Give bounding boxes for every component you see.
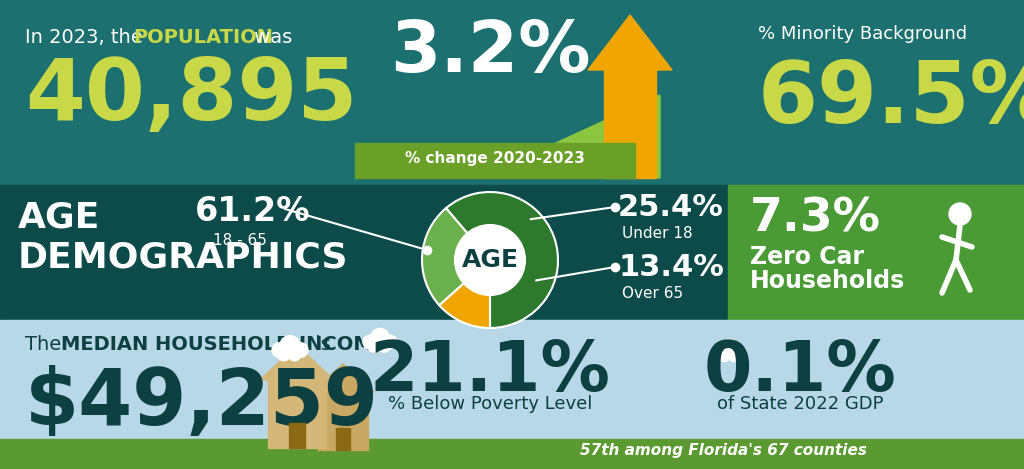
- Circle shape: [383, 335, 397, 349]
- Circle shape: [714, 346, 727, 358]
- Circle shape: [949, 203, 971, 225]
- Circle shape: [733, 346, 746, 358]
- Text: % Minority Background: % Minority Background: [758, 25, 967, 43]
- Polygon shape: [260, 345, 334, 380]
- Bar: [0, 185, 728, 325]
- Circle shape: [294, 343, 308, 357]
- Circle shape: [728, 350, 739, 362]
- Polygon shape: [588, 15, 672, 70]
- Text: AGE: AGE: [18, 200, 100, 234]
- Text: Over 65: Over 65: [622, 286, 683, 301]
- Text: % change 2020-2023: % change 2020-2023: [406, 151, 585, 166]
- Circle shape: [378, 340, 390, 352]
- Text: POPULATION: POPULATION: [133, 28, 273, 47]
- Circle shape: [362, 335, 377, 349]
- Text: 61.2%: 61.2%: [195, 195, 310, 228]
- Text: was: was: [248, 28, 292, 47]
- Text: Households: Households: [750, 269, 905, 293]
- Text: 25.4%: 25.4%: [618, 193, 724, 222]
- Bar: [0, 320, 1024, 469]
- Bar: [0, 439, 1024, 469]
- Text: is: is: [309, 335, 331, 354]
- Text: 13.4%: 13.4%: [618, 253, 724, 282]
- Text: MEDIAN HOUSEHOLD INCOME: MEDIAN HOUSEHOLD INCOME: [61, 335, 386, 354]
- Circle shape: [721, 339, 738, 357]
- Text: Under 18: Under 18: [622, 226, 692, 241]
- Circle shape: [371, 328, 389, 347]
- Text: The: The: [25, 335, 68, 354]
- Wedge shape: [422, 208, 490, 305]
- Bar: [268, 380, 326, 448]
- Circle shape: [278, 348, 290, 361]
- Wedge shape: [446, 192, 558, 328]
- Bar: [728, 185, 1024, 325]
- Bar: [604, 55, 656, 178]
- Text: DEMOGRAPHICS: DEMOGRAPHICS: [18, 240, 348, 274]
- Bar: [318, 392, 368, 450]
- Wedge shape: [439, 260, 490, 328]
- Circle shape: [368, 340, 380, 352]
- Circle shape: [272, 343, 287, 357]
- Text: Zero Car: Zero Car: [750, 245, 864, 269]
- Text: of State 2022 GDP: of State 2022 GDP: [717, 395, 884, 413]
- Text: 18 - 65: 18 - 65: [213, 233, 267, 248]
- Text: AGE: AGE: [462, 248, 518, 272]
- Text: 69.5%: 69.5%: [758, 58, 1024, 141]
- Text: 7.3%: 7.3%: [750, 197, 881, 242]
- Text: 40,895: 40,895: [25, 55, 357, 138]
- Text: 57th among Florida's 67 counties: 57th among Florida's 67 counties: [580, 444, 867, 459]
- Text: In 2023, the: In 2023, the: [25, 28, 150, 47]
- Text: $49,259: $49,259: [25, 365, 379, 441]
- Bar: [289, 423, 305, 448]
- Circle shape: [288, 348, 301, 361]
- Polygon shape: [360, 95, 660, 178]
- Polygon shape: [312, 364, 374, 392]
- Text: % Below Poverty Level: % Below Poverty Level: [388, 395, 592, 413]
- Circle shape: [455, 225, 525, 295]
- Text: 21.1%: 21.1%: [370, 338, 610, 405]
- Circle shape: [281, 336, 300, 356]
- Bar: [336, 428, 350, 450]
- Bar: [355, 143, 635, 178]
- Circle shape: [719, 350, 730, 362]
- Text: 3.2%: 3.2%: [390, 18, 591, 87]
- Bar: [0, 0, 1024, 185]
- Text: 0.1%: 0.1%: [703, 338, 896, 405]
